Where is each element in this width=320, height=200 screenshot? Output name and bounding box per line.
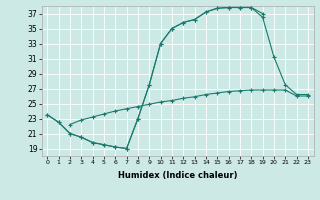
X-axis label: Humidex (Indice chaleur): Humidex (Indice chaleur) — [118, 171, 237, 180]
